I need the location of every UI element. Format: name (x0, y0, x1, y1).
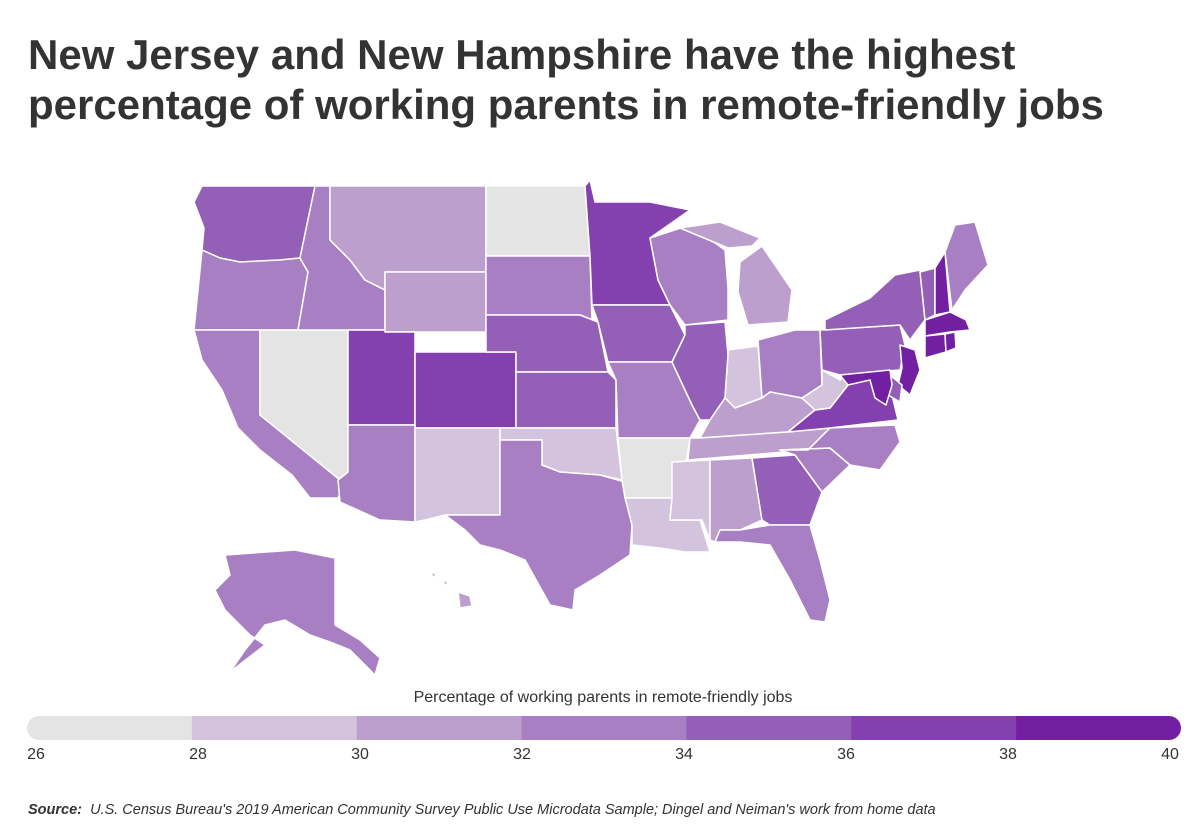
state-RI (944, 331, 957, 353)
legend-bin-30-32 (356, 716, 523, 740)
legend-tick-34: 34 (675, 746, 693, 763)
legend-color-bar (27, 716, 1181, 740)
legend-bin-32-34 (521, 716, 687, 740)
state-NM (414, 427, 501, 523)
legend-bin-28-30 (191, 716, 358, 740)
state-WA (193, 185, 316, 263)
us-choropleth-map (193, 180, 989, 676)
legend-bin-34-36 (686, 716, 852, 740)
legend-tick-32: 32 (513, 746, 531, 763)
state-MD (839, 369, 893, 406)
legend-tick-26: 26 (27, 746, 45, 763)
source-label: Source: (28, 802, 82, 818)
page-title: New Jersey and New Hampshire have the hi… (28, 30, 1178, 130)
state-ME (944, 221, 989, 311)
title-line-1: New Jersey and New Hampshire have the hi… (28, 31, 1016, 78)
state-ND (485, 185, 591, 257)
state-WY (384, 271, 487, 333)
state-OR (193, 249, 309, 331)
state-KS (515, 371, 617, 429)
source-text: U.S. Census Bureau's 2019 American Commu… (90, 802, 936, 818)
state-PA (819, 324, 906, 376)
state-IL (671, 321, 729, 421)
state-IA (591, 304, 686, 363)
state-IN (724, 345, 763, 409)
state-FL (714, 524, 831, 623)
legend-tick-28: 28 (189, 746, 207, 763)
state-MI (679, 221, 793, 326)
legend-bin-36-38 (851, 716, 1017, 740)
legend-bin-38-40 (1016, 716, 1181, 740)
state-SD (485, 255, 593, 321)
state-CT (924, 333, 947, 359)
state-AK (214, 549, 381, 676)
legend-bin-26-28 (27, 716, 193, 740)
legend-tick-40: 40 (1161, 746, 1179, 763)
legend-tick-38: 38 (999, 746, 1017, 763)
legend-tick-36: 36 (837, 746, 855, 763)
state-TX (444, 439, 633, 611)
state-HI (429, 571, 473, 609)
state-CO (414, 351, 517, 429)
source-note: Source: U.S. Census Bureau's 2019 Americ… (28, 802, 936, 818)
legend-tick-30: 30 (351, 746, 369, 763)
state-NC (779, 424, 901, 471)
title-line-2: percentage of working parents in remote-… (28, 81, 1104, 128)
state-UT (347, 329, 416, 426)
state-NJ (897, 344, 921, 396)
state-OH (757, 329, 823, 399)
state-AZ (337, 424, 416, 523)
legend-ticks: 26 28 30 32 34 36 38 40 (0, 746, 1200, 768)
legend-title: Percentage of working parents in remote-… (413, 689, 793, 706)
